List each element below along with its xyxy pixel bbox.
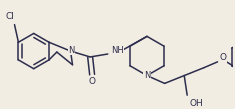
Text: N: N bbox=[144, 71, 150, 80]
Text: NH: NH bbox=[111, 46, 123, 55]
Text: N: N bbox=[68, 46, 75, 55]
Text: O: O bbox=[89, 77, 96, 86]
Text: Cl: Cl bbox=[5, 12, 14, 21]
Text: OH: OH bbox=[189, 99, 203, 107]
Text: O: O bbox=[219, 53, 227, 62]
